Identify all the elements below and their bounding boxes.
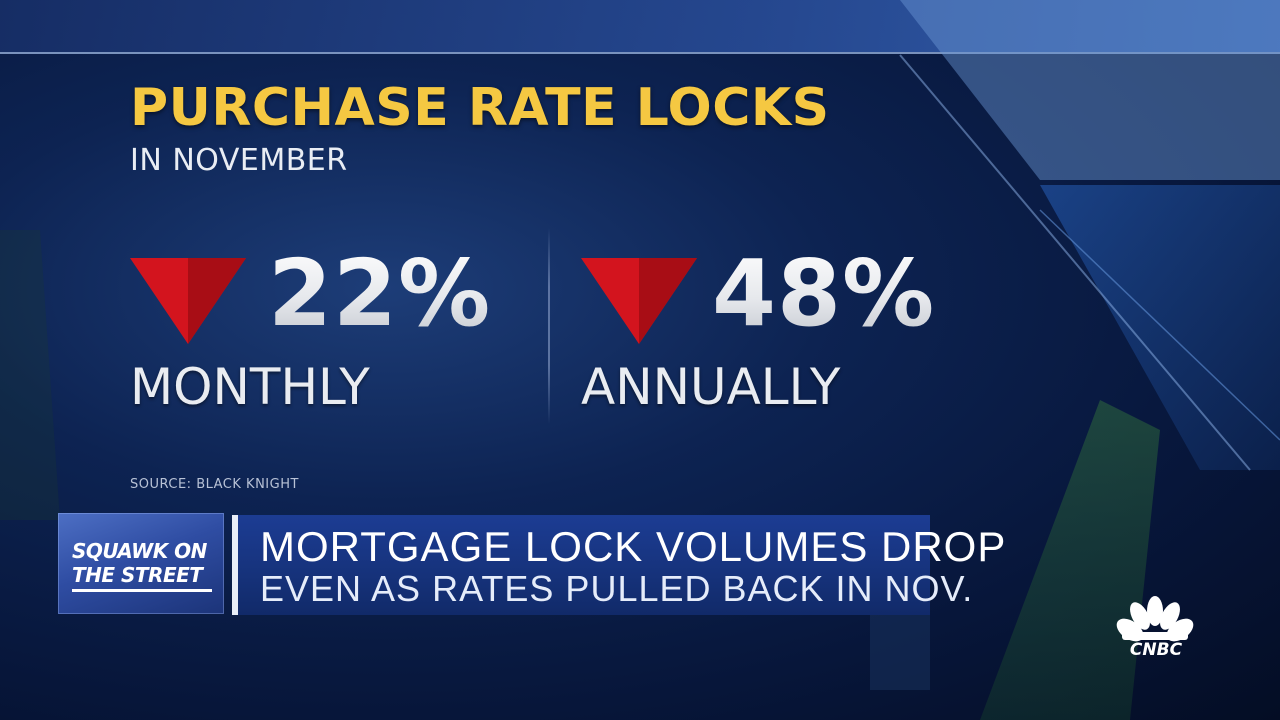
source-credit: SOURCE: BLACK KNIGHT <box>130 477 299 492</box>
chyron-accent <box>232 515 238 615</box>
stat-divider <box>548 228 550 424</box>
graphic-subhead: IN NOVEMBER <box>130 143 348 178</box>
down-arrow-icon <box>581 258 697 344</box>
show-logo-line1: SQUAWK ON <box>72 539 207 563</box>
down-arrow-icon <box>130 258 246 344</box>
chyron-title: MORTGAGE LOCK VOLUMES DROP <box>260 523 1007 570</box>
show-logo-underline <box>72 589 212 592</box>
show-logo: SQUAWK ON THE STREET <box>58 513 224 614</box>
monthly-change-value: 22% <box>268 240 492 347</box>
show-logo-line2: THE STREET <box>72 563 203 587</box>
annual-change-value: 48% <box>712 240 936 347</box>
monthly-change-label: MONTHLY <box>130 358 370 416</box>
chyron-subtitle: EVEN AS RATES PULLED BACK IN NOV. <box>260 568 974 609</box>
chyron: MORTGAGE LOCK VOLUMES DROP EVEN AS RATES… <box>238 515 1005 615</box>
annual-change-label: ANNUALLY <box>581 358 841 416</box>
network-name: CNBC <box>1129 640 1183 660</box>
graphic-headline: PURCHASE RATE LOCKS <box>130 78 830 138</box>
peacock-icon <box>1116 596 1194 642</box>
